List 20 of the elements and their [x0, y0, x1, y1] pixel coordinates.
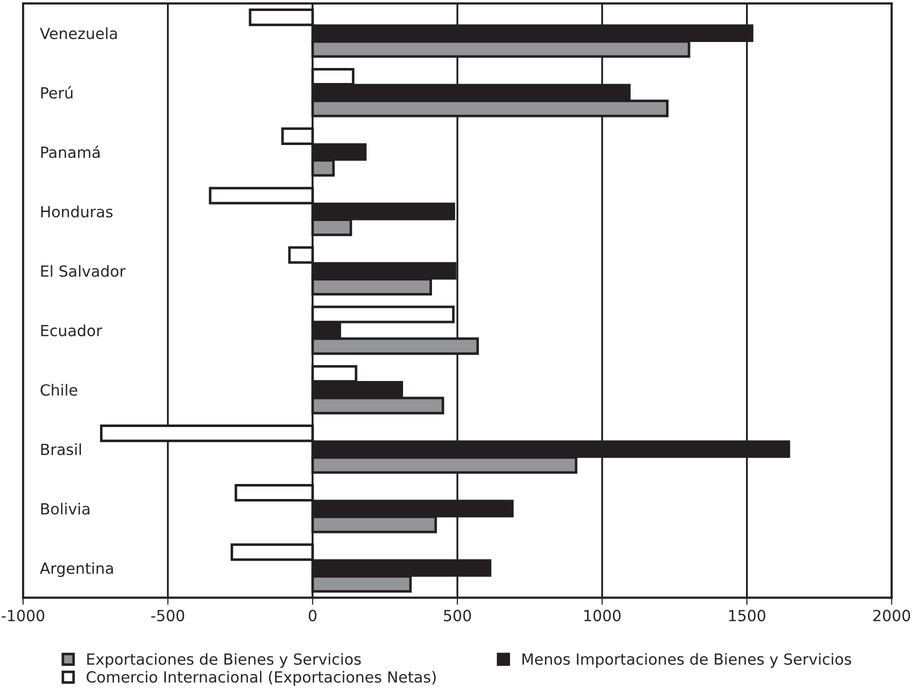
y-tick-label: Ecuador [41, 324, 102, 336]
y-tick-label: Honduras [41, 206, 113, 218]
y-tick-label: Panamá [41, 146, 100, 158]
x-tick-label: -500 [151, 610, 184, 622]
y-tick-label: Perú [41, 86, 72, 99]
x-tick-label: 0 [308, 610, 316, 622]
y-tick-label: Venezuela [40, 27, 117, 40]
y-tick-label: Bolivia [41, 502, 90, 515]
legend-label: Exportaciones de Bienes y Servicios [87, 653, 361, 668]
y-tick-label: Chile [40, 384, 78, 396]
y-tick-label: El Salvador [41, 265, 126, 277]
y-tick-label: Brasil [41, 443, 81, 456]
x-tick-label: 1000 [584, 610, 621, 622]
x-tick-label: 1500 [729, 610, 766, 622]
x-tick-label: -1000 [2, 610, 44, 622]
x-tick-label: 2000 [873, 610, 910, 622]
y-tick-label: Argentina [40, 562, 113, 577]
legend-label: Comercio Internacional (Exportaciones Netas) [86, 670, 436, 686]
legend-label: Menos Importaciones de Bienes y Servicios [522, 653, 852, 668]
x-tick-label: 500 [444, 610, 471, 622]
